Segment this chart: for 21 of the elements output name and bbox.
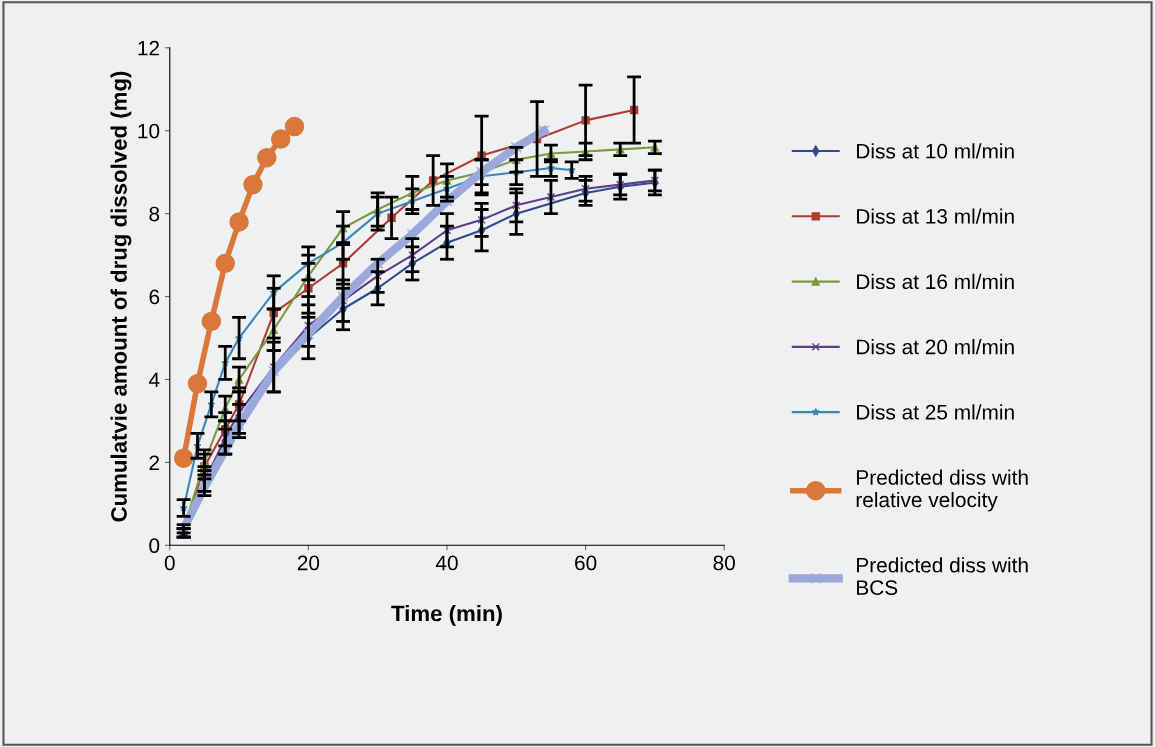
- y-tick-label: 2: [149, 455, 160, 470]
- y-tick-label: 10: [138, 123, 160, 139]
- x-tick-label: 20: [297, 555, 320, 571]
- y-tick-label: 0: [149, 538, 160, 554]
- legend-label: Diss at 10 ml/min: [857, 143, 1014, 159]
- legend-label: Diss at 16 ml/min: [857, 273, 1014, 290]
- x-tick-label: 60: [575, 555, 597, 571]
- legend-label: Predicted diss with relative velocity: [856, 469, 1028, 512]
- legend-label: Diss at 25 ml/min: [857, 404, 1014, 420]
- x-tick-label: 80: [713, 555, 735, 571]
- legend-label: Diss at 20 ml/min: [857, 339, 1014, 355]
- y-tick-label: 6: [149, 289, 160, 305]
- x-tick-label: 0: [164, 555, 175, 571]
- y-tick-label: 8: [149, 206, 160, 222]
- y-axis-title: Cumulatvie amount of drug dissolved (mg): [110, 71, 132, 522]
- x-tick-label: 40: [435, 555, 458, 571]
- y-tick-label: 12: [138, 40, 160, 56]
- x-axis-title: Time (min): [391, 605, 502, 626]
- legend-label: Predicted diss with BCS: [857, 557, 1028, 595]
- legend-label: Diss at 13 ml/min: [857, 208, 1014, 224]
- y-tick-label: 4: [148, 372, 160, 388]
